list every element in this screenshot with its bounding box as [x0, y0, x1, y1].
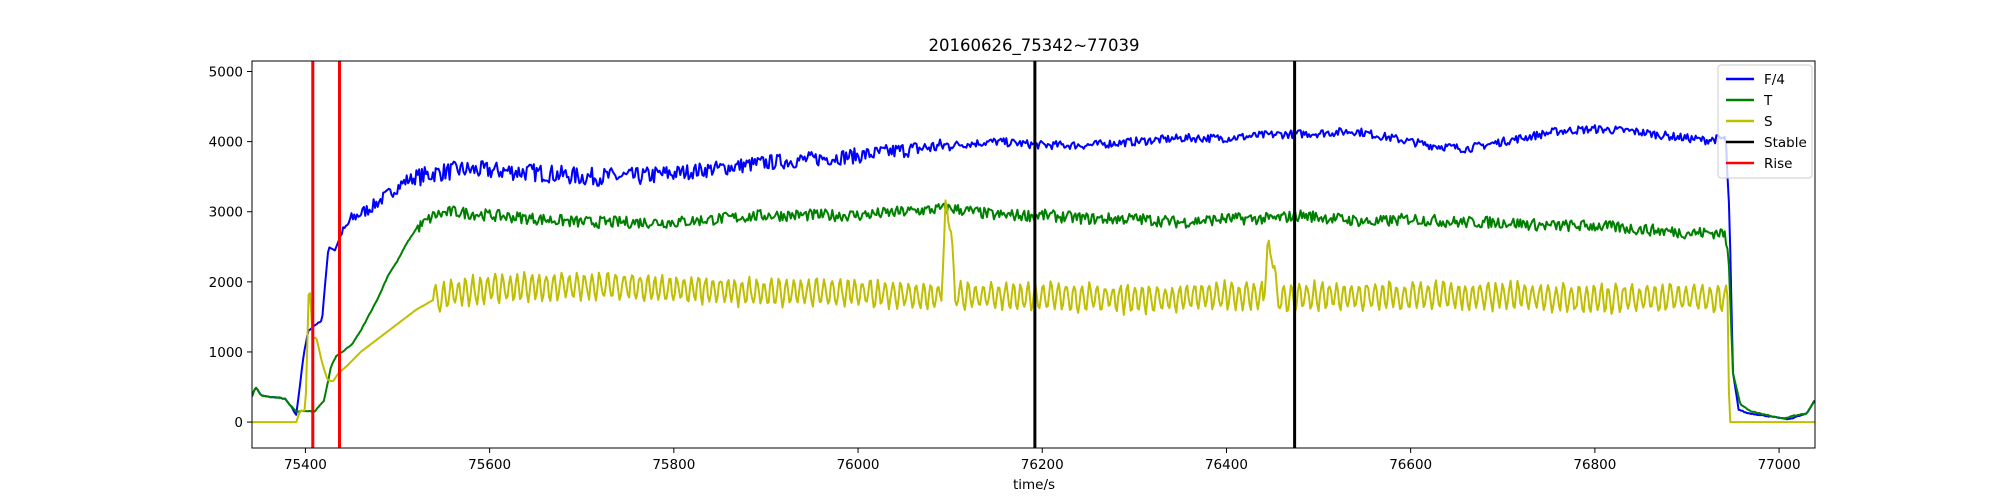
legend-label: Stable	[1764, 135, 1807, 151]
series-line-f-4	[252, 124, 1815, 421]
legend-label: S	[1764, 114, 1773, 130]
legend: F/4 TS Stable Rise	[1717, 64, 1813, 179]
plot-frame	[251, 60, 1816, 449]
x-tick-label: 75800	[652, 457, 695, 473]
chart-title: 20160626_75342~77039	[928, 36, 1139, 56]
y-tick-label: 0	[234, 415, 243, 431]
x-tick-label: 76000	[837, 457, 880, 473]
x-tick-label: 76200	[1021, 457, 1064, 473]
legend-box	[1717, 64, 1813, 179]
x-tick-label: 75600	[468, 457, 511, 473]
legend-label: F/4	[1764, 72, 1785, 88]
legend-label: Rise	[1764, 156, 1792, 172]
axes-layer: 75400 75600 75800 76000 76200 76400 76600 76800…	[209, 65, 1801, 473]
x-tick-label: 75400	[284, 457, 327, 473]
y-tick-label: 3000	[209, 205, 243, 221]
x-tick-label: 77000	[1758, 457, 1801, 473]
series-line-t	[252, 202, 1815, 420]
y-tick-label: 4000	[209, 135, 243, 151]
series-line-s	[252, 199, 1815, 424]
y-tick-label: 5000	[209, 65, 243, 81]
plot-layer	[252, 61, 1815, 448]
x-tick-label: 76800	[1573, 457, 1616, 473]
x-tick-label: 76400	[1205, 457, 1248, 473]
x-tick-label: 76600	[1389, 457, 1432, 473]
y-tick-label: 2000	[209, 275, 243, 291]
x-axis-label: time/s	[1013, 477, 1055, 493]
legend-label: T	[1763, 93, 1773, 109]
y-tick-label: 1000	[209, 345, 243, 361]
